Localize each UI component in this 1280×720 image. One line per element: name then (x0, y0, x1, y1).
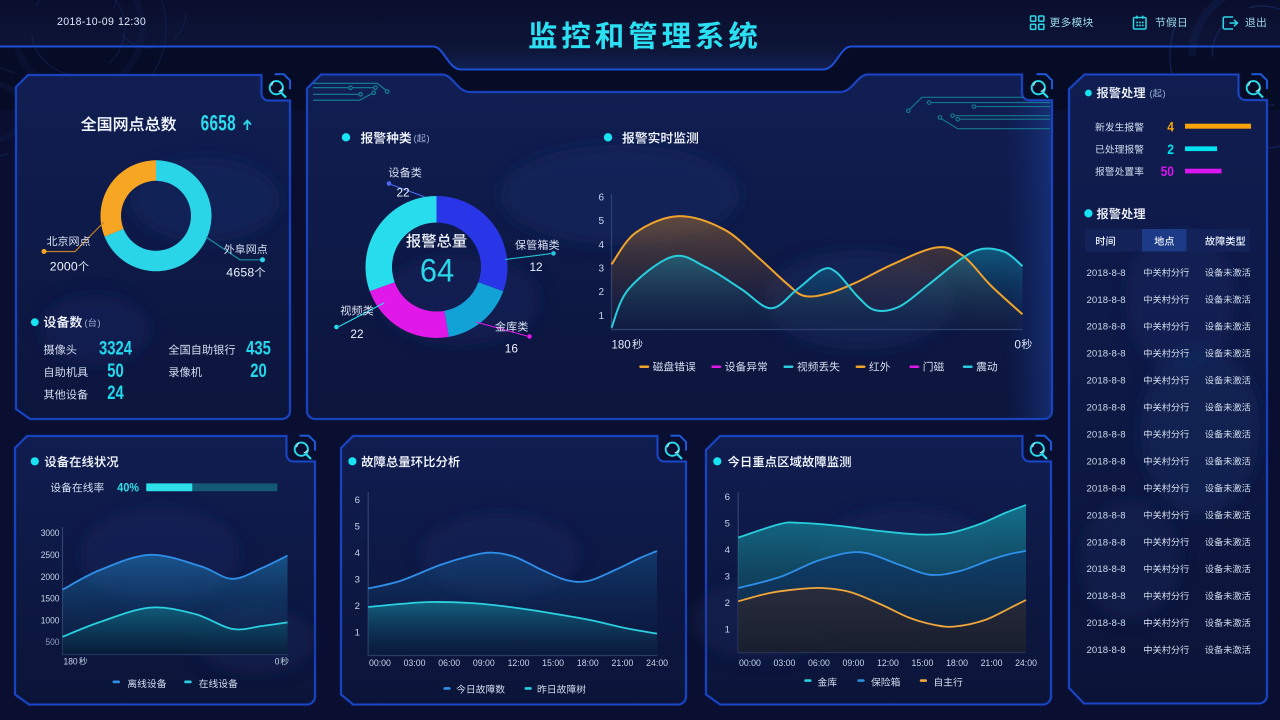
svg-text:00:00: 00:00 (739, 658, 761, 668)
svg-text:3000: 3000 (41, 528, 60, 538)
svg-text:2018-8-8: 2018-8-8 (1087, 403, 1126, 414)
svg-text:180: 180 (64, 656, 78, 666)
svg-text:6: 6 (355, 495, 360, 506)
svg-text:50: 50 (107, 360, 123, 381)
svg-text:16: 16 (505, 342, 519, 356)
svg-text:1: 1 (598, 311, 604, 322)
svg-text:2000: 2000 (41, 571, 60, 581)
svg-text:12: 12 (530, 260, 543, 274)
svg-text:2018-8-8: 2018-8-8 (1087, 645, 1126, 656)
svg-text:18:00: 18:00 (577, 658, 599, 668)
svg-text:3: 3 (598, 264, 604, 275)
svg-text:2500: 2500 (41, 550, 60, 560)
svg-text:2018-8-8: 2018-8-8 (1087, 483, 1126, 494)
svg-text:2: 2 (1167, 141, 1174, 157)
svg-text:4658: 4658 (226, 265, 254, 279)
svg-text:2018-8-8: 2018-8-8 (1087, 537, 1126, 548)
svg-text:2018-8-8: 2018-8-8 (1087, 564, 1126, 575)
svg-text:2: 2 (598, 287, 604, 298)
svg-text:2018-8-8: 2018-8-8 (1087, 430, 1126, 441)
svg-text:6: 6 (725, 492, 730, 503)
svg-text:2018-8-8: 2018-8-8 (1087, 376, 1126, 387)
svg-text:3: 3 (725, 572, 730, 583)
svg-text:2018-8-8: 2018-8-8 (1087, 295, 1126, 306)
svg-text:50: 50 (1161, 163, 1174, 179)
svg-text:15:00: 15:00 (542, 658, 564, 668)
svg-text:24:00: 24:00 (1015, 658, 1037, 668)
svg-text:0: 0 (1015, 339, 1021, 351)
svg-text:2018-8-8: 2018-8-8 (1087, 349, 1126, 360)
svg-text:2: 2 (725, 598, 730, 609)
svg-text:2018-10-09: 2018-10-09 (57, 16, 114, 28)
svg-text:6: 6 (598, 192, 604, 203)
svg-text:03:00: 03:00 (404, 658, 426, 668)
svg-text:6658: 6658 (201, 112, 236, 137)
svg-text:12:30: 12:30 (118, 16, 146, 28)
svg-text:2000: 2000 (50, 259, 78, 273)
svg-text:24:00: 24:00 (646, 658, 668, 668)
svg-text:24: 24 (107, 382, 124, 403)
svg-text:180: 180 (612, 339, 631, 351)
svg-text:20: 20 (250, 360, 266, 381)
svg-text:21:00: 21:00 (611, 658, 633, 668)
svg-text:1500: 1500 (41, 593, 60, 603)
svg-text:2018-8-8: 2018-8-8 (1087, 591, 1126, 602)
svg-text:12:00: 12:00 (508, 658, 530, 668)
svg-text:2018-8-8: 2018-8-8 (1087, 457, 1126, 468)
svg-text:5: 5 (725, 518, 730, 529)
svg-text:09:00: 09:00 (473, 658, 495, 668)
svg-text:15:00: 15:00 (911, 658, 933, 668)
svg-text:4: 4 (598, 240, 604, 251)
svg-text:18:00: 18:00 (946, 658, 968, 668)
svg-text:06:00: 06:00 (808, 658, 830, 668)
svg-text:64: 64 (420, 252, 454, 289)
svg-text:): ) (1163, 89, 1166, 99)
svg-text:22: 22 (397, 186, 410, 200)
svg-text:00:00: 00:00 (369, 658, 391, 668)
svg-text:2018-8-8: 2018-8-8 (1087, 322, 1126, 333)
svg-text:(: ( (1150, 89, 1154, 99)
svg-text:0: 0 (275, 656, 280, 666)
svg-text:40%: 40% (117, 482, 139, 494)
svg-text:): ) (427, 134, 430, 144)
svg-text:21:00: 21:00 (981, 658, 1003, 668)
svg-text:500: 500 (45, 637, 59, 647)
svg-text:3: 3 (355, 575, 360, 586)
svg-text:(: ( (414, 134, 418, 144)
svg-text:09:00: 09:00 (842, 658, 864, 668)
svg-text:4: 4 (725, 545, 731, 556)
svg-text:(: ( (85, 318, 89, 328)
svg-text:3324: 3324 (99, 338, 132, 359)
svg-text:1000: 1000 (41, 615, 60, 625)
svg-text:1: 1 (355, 628, 360, 639)
svg-text:2018-8-8: 2018-8-8 (1087, 510, 1126, 521)
svg-text:5: 5 (355, 522, 360, 533)
svg-text:435: 435 (246, 338, 271, 359)
svg-text:2018-8-8: 2018-8-8 (1087, 268, 1126, 279)
svg-text:12:00: 12:00 (877, 658, 899, 668)
svg-text:1: 1 (725, 625, 730, 636)
svg-text:4: 4 (355, 548, 361, 559)
svg-text:22: 22 (350, 327, 363, 341)
svg-text:): ) (98, 318, 101, 328)
svg-text:03:00: 03:00 (773, 658, 795, 668)
svg-text:06:00: 06:00 (438, 658, 460, 668)
svg-text:2018-8-8: 2018-8-8 (1087, 618, 1126, 629)
svg-text:2: 2 (355, 601, 360, 612)
svg-text:4: 4 (1167, 119, 1174, 135)
svg-text:5: 5 (598, 216, 604, 227)
